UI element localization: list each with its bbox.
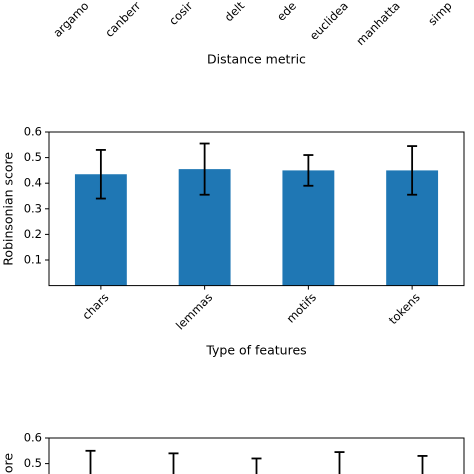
x-tick-label: argamo: [50, 0, 91, 40]
x-tick-label: euclidea: [307, 0, 351, 43]
axes-frame: [48, 437, 465, 474]
y-tick-label: 0.3: [24, 201, 42, 215]
x-tick-label: lemmas: [173, 290, 215, 332]
x-tick-label: chars: [79, 290, 111, 322]
x-axis-label: Distance metric: [207, 52, 306, 67]
x-tick-label: simp: [425, 0, 454, 28]
y-axis-label: ore: [1, 453, 16, 474]
y-tick-label: 0.5: [24, 150, 42, 164]
y-tick-label: 0.1: [24, 253, 42, 267]
x-tick-label: motifs: [284, 290, 319, 325]
axes-frame: [48, 131, 465, 287]
x-tick-label: tokens: [386, 290, 423, 327]
y-tick-label: 0.6: [24, 431, 42, 445]
y-tick-label: 0.6: [24, 125, 42, 139]
x-tick-label: manhatta: [353, 0, 402, 48]
y-tick-label: 0.5: [24, 456, 42, 470]
bar: [282, 170, 335, 286]
y-tick-label: 0.2: [24, 227, 42, 241]
y-tick-label: 0.4: [24, 176, 42, 190]
x-tick-label: canberr: [102, 0, 143, 40]
x-tick-label: ede: [274, 0, 299, 24]
y-axis-label: Robinsonian score: [1, 152, 16, 266]
x-axis-label: Type of features: [205, 343, 306, 358]
x-tick-label: cosir: [166, 0, 195, 28]
x-tick-label: delt: [222, 0, 248, 24]
